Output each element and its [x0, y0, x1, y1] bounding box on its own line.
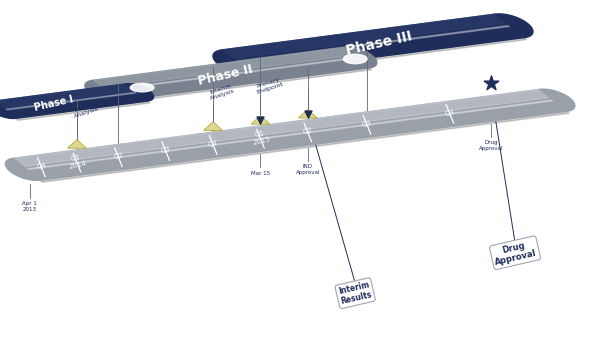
Point [303, 111, 313, 117]
Text: Interim
Analysis: Interim Analysis [72, 101, 100, 119]
Polygon shape [223, 16, 527, 75]
Text: Q1
2015: Q1 2015 [250, 129, 271, 146]
Text: Interim
Analysis: Interim Analysis [208, 83, 236, 101]
Polygon shape [235, 25, 511, 62]
Polygon shape [126, 84, 153, 101]
Polygon shape [13, 89, 567, 180]
Polygon shape [221, 14, 507, 59]
Polygon shape [13, 89, 550, 166]
Text: Interim
Results: Interim Results [337, 280, 373, 306]
Polygon shape [496, 14, 533, 37]
Ellipse shape [343, 54, 367, 64]
Text: Q2: Q2 [113, 152, 124, 160]
Polygon shape [0, 84, 134, 108]
Polygon shape [540, 89, 575, 111]
Text: Phase II: Phase II [197, 62, 253, 88]
Text: Q3: Q3 [362, 120, 372, 128]
Polygon shape [5, 158, 40, 180]
Text: Q4: Q4 [36, 162, 47, 171]
Text: Drug
Approval: Drug Approval [479, 141, 504, 151]
Text: IND
Approval: IND Approval [295, 164, 320, 175]
Polygon shape [5, 92, 137, 110]
Polygon shape [345, 47, 377, 68]
Polygon shape [26, 100, 554, 170]
Polygon shape [204, 122, 223, 130]
Polygon shape [92, 48, 354, 88]
Point [487, 81, 496, 86]
Polygon shape [85, 81, 117, 101]
Polygon shape [94, 50, 372, 103]
Text: Phase I: Phase I [33, 94, 74, 113]
Text: Q4: Q4 [208, 140, 218, 148]
Text: Q1
2014: Q1 2014 [67, 153, 87, 170]
Polygon shape [0, 101, 16, 119]
Text: Mar 15: Mar 15 [251, 171, 270, 176]
Polygon shape [15, 91, 569, 182]
Polygon shape [0, 86, 150, 120]
Polygon shape [251, 116, 270, 124]
Polygon shape [213, 50, 250, 74]
Polygon shape [104, 57, 358, 91]
Polygon shape [67, 140, 86, 148]
Polygon shape [298, 110, 317, 118]
Text: Q2: Q2 [303, 127, 313, 135]
Polygon shape [221, 14, 525, 73]
Polygon shape [92, 48, 370, 101]
Ellipse shape [130, 83, 154, 92]
Polygon shape [0, 84, 147, 118]
Text: Drug
Approval: Drug Approval [492, 239, 538, 267]
Text: Q3: Q3 [160, 146, 171, 154]
Text: Q4: Q4 [445, 109, 455, 117]
Text: Primary
Endpoint: Primary Endpoint [255, 76, 284, 95]
Point [256, 117, 265, 123]
Text: Apr 1
2013: Apr 1 2013 [22, 201, 37, 212]
Text: Phase III: Phase III [345, 29, 413, 57]
